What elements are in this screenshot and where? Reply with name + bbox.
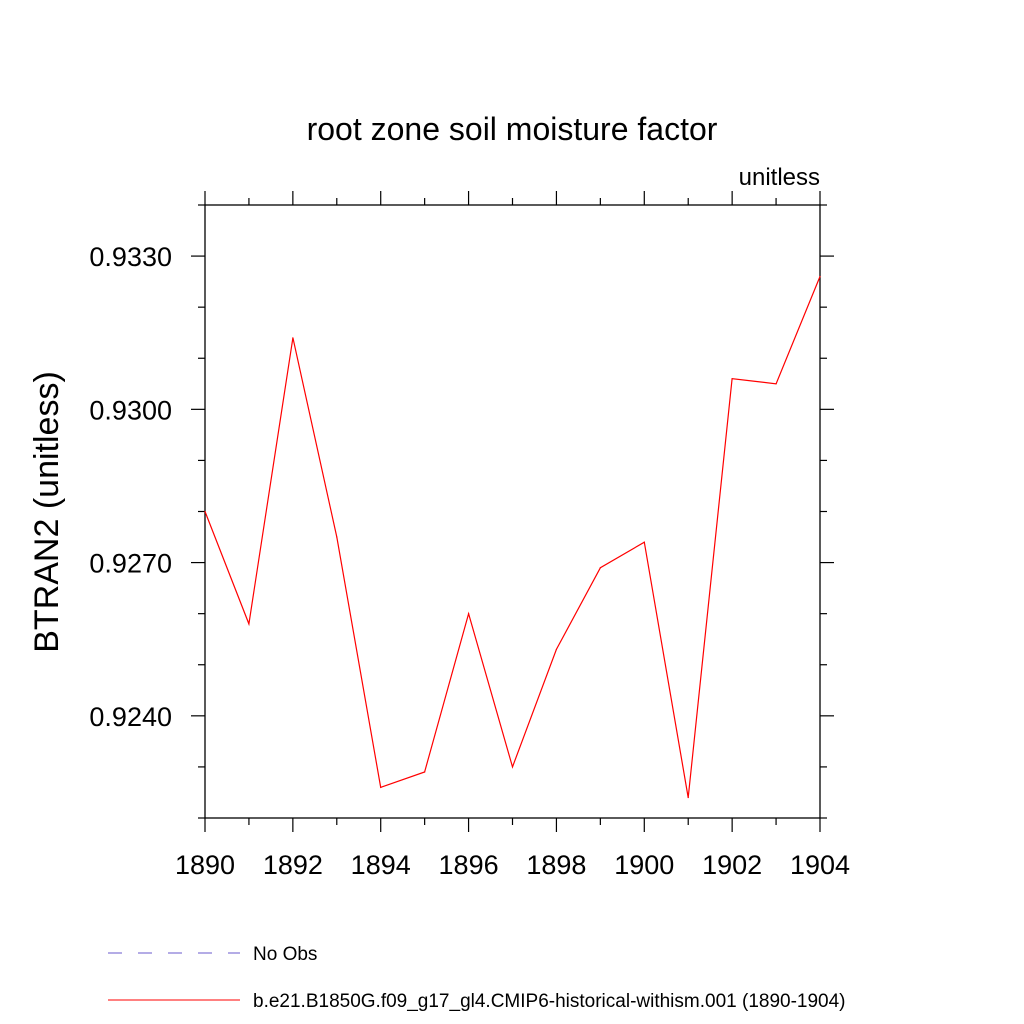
y-tick-label: 0.9240 (89, 702, 172, 732)
x-tick-label: 1900 (614, 850, 674, 880)
data-point (731, 378, 733, 380)
data-point (819, 275, 821, 278)
x-tick-label: 1896 (439, 850, 499, 880)
y-axis-label: BTRAN2 (unitless) (28, 371, 66, 653)
y-tick-label: 0.9330 (89, 242, 172, 272)
units-label: unitless (739, 164, 820, 191)
data-point (599, 567, 601, 569)
x-tick-label: 1890 (175, 850, 235, 880)
y-tick-label: 0.9270 (89, 549, 172, 579)
data-point (424, 771, 426, 773)
legend-label: No Obs (253, 944, 317, 965)
chart-title: root zone soil moisture factor (307, 111, 718, 147)
data-point (775, 383, 777, 385)
data-point (511, 766, 514, 768)
x-tick-label: 1898 (526, 850, 586, 880)
series-line (204, 276, 821, 798)
data-point (336, 536, 338, 538)
x-tick-label: 1892 (263, 850, 323, 880)
x-tick-label: 1902 (702, 850, 762, 880)
series-lines (204, 275, 821, 799)
data-point (643, 541, 645, 543)
y-tick-label: 0.9300 (89, 395, 172, 425)
legend: No Obs b.e21.B1850G.f09_g17_gl4.CMIP6-his… (108, 944, 846, 1012)
axis-tick-labels: 1890 1892 1894 1896 1898 1900 1902 1904 0.9240 0.… (89, 242, 850, 880)
data-point (204, 510, 206, 513)
plot-frame (204, 204, 821, 819)
x-tick-label: 1894 (351, 850, 411, 880)
data-point (467, 613, 470, 615)
x-tick-label: 1904 (790, 850, 850, 880)
data-point (380, 786, 382, 788)
axis-ticks (191, 191, 834, 832)
data-point (292, 337, 294, 339)
data-point (248, 623, 250, 625)
data-point (687, 796, 689, 799)
legend-label: b.e21.B1850G.f09_g17_gl4.CMIP6-historica… (253, 991, 846, 1012)
data-point (555, 648, 558, 651)
